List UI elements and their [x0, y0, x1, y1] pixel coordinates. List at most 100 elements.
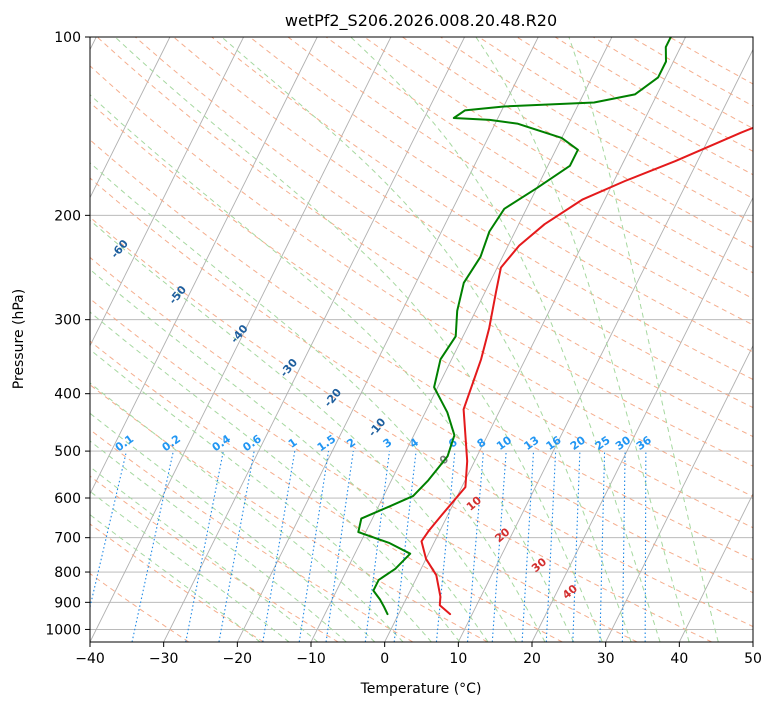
dewpoint-profile-line: [357, 37, 672, 616]
mixing-ratio-line: [262, 451, 296, 642]
dry-adiabat-label: -10: [366, 415, 389, 439]
background-lines: [90, 37, 753, 642]
x-tick-label: −20: [223, 651, 253, 667]
x-tick-label: −30: [149, 651, 179, 667]
moist-adiabat: [90, 466, 319, 642]
isotherm-gridline: [752, 640, 753, 642]
y-tick-label: 500: [54, 444, 81, 460]
isotherm-gridline: [605, 344, 753, 642]
y-tick-label: 800: [54, 565, 81, 581]
dry-adiabat: [90, 101, 753, 529]
dry-adiabat-label: -20: [322, 386, 345, 410]
mixing-ratio-line: [491, 451, 507, 642]
dry-adiabat: [669, 37, 753, 85]
temperature-profile-line: [420, 126, 753, 616]
isotherm-gridline: [90, 37, 392, 642]
moist-adiabat: [90, 162, 546, 642]
isotherm-gridline: [90, 37, 171, 199]
plot-area: 0.10.20.40.611.52346810131620253036-100-…: [2, 37, 753, 642]
mixing-ratio-label: 1: [286, 436, 300, 451]
x-tick-label: 10: [449, 651, 467, 667]
dry-adiabat-label: -50: [166, 283, 189, 307]
dry-adiabat: [402, 37, 753, 249]
moist-adiabat: [568, 37, 719, 642]
y-axis: 1000 900 800 700 600 500 400 300 200 100: [45, 30, 90, 638]
chart-title: wetPf2_S206.2026.008.20.48.R20: [285, 11, 557, 31]
mixing-ratio-line: [393, 451, 417, 642]
mixing-ratio-line: [185, 450, 224, 642]
dry-adiabat: [592, 37, 753, 130]
dry-adiabat: [134, 37, 753, 438]
y-axis-label: Pressure (hPa): [11, 289, 27, 389]
dry-adiabat: [90, 256, 712, 642]
moist-adiabat: [114, 37, 603, 642]
dry-adiabat: [90, 65, 753, 498]
x-axis-label: Temperature (°C): [360, 681, 482, 697]
x-tick-label: 30: [597, 651, 615, 667]
mixing-ratio-line: [435, 451, 456, 642]
dry-adiabat: [90, 340, 563, 642]
isotherm-gridline: [531, 196, 753, 642]
dry-adiabat: [478, 37, 753, 199]
dry-adiabat: [90, 298, 638, 642]
isotherm-gridline: [236, 37, 539, 642]
moist-adiabat: [90, 219, 517, 642]
dry-adiabat: [554, 37, 753, 152]
isotherm-gridline: [90, 37, 318, 495]
mixing-ratio-line: [131, 450, 174, 642]
x-tick-label: 50: [744, 651, 762, 667]
y-tick-label: 600: [54, 491, 81, 507]
moist-adiabat: [90, 412, 376, 642]
dry-adiabat: [173, 37, 753, 409]
mixing-ratio-line: [599, 451, 606, 642]
mixing-ratio-line: [364, 451, 391, 642]
x-tick-label: −10: [296, 651, 326, 667]
x-axis: −40 −30 −20 −10 0 10 20 30 40 50: [75, 642, 762, 667]
y-tick-label: 200: [54, 208, 81, 224]
isotherm-gridline: [163, 37, 465, 642]
dry-adiabat: [90, 139, 753, 561]
mixing-ratio-line: [298, 451, 330, 642]
y-tick-label: 300: [54, 313, 81, 329]
plot-frame: [89, 36, 754, 643]
mixing-ratio-line: [545, 451, 557, 642]
dry-adiabat: [364, 37, 753, 274]
moist-adiabat: [90, 514, 261, 642]
mixing-ratio-line: [572, 451, 581, 642]
x-tick-label: 20: [523, 651, 541, 667]
mixing-ratio-label: 3: [381, 436, 395, 451]
moist-adiabat: [350, 37, 661, 642]
mixing-ratio-line: [218, 451, 255, 642]
y-tick-label: 700: [54, 531, 81, 547]
mixing-ratio-line: [325, 451, 354, 642]
isotherm-gridline: [457, 48, 753, 642]
y-tick-label: 1000: [45, 622, 81, 638]
dry-adiabat: [90, 429, 414, 642]
dry-adiabat-label: -60: [108, 237, 131, 261]
y-tick-label: 100: [54, 30, 81, 46]
moist-adiabat: [90, 440, 347, 642]
mixing-ratio-label: 20: [568, 433, 588, 453]
moist-adiabat: [90, 348, 432, 642]
y-tick-label: 900: [54, 595, 81, 611]
dry-adiabat: [287, 37, 753, 326]
moist-adiabat-label: 20: [492, 525, 512, 545]
mixing-ratio-label: 25: [593, 434, 613, 453]
mixing-ratio-line: [621, 451, 626, 642]
moist-adiabat: [221, 37, 632, 642]
moist-adiabat: [90, 94, 575, 642]
isotherm-gridline: [678, 492, 753, 642]
moist-adiabat: [90, 311, 461, 642]
dry-adiabat-label: -30: [277, 356, 300, 380]
series-layer: [357, 37, 753, 616]
moist-adiabat-label: 40: [560, 582, 580, 602]
isotherm-gridline: [90, 37, 244, 347]
moist-adiabat-label: 10: [464, 493, 484, 513]
x-tick-label: −40: [75, 651, 105, 667]
dry-adiabat: [90, 523, 264, 642]
dry-adiabat-label: -80: [38, 127, 61, 151]
mixing-ratio-line: [644, 451, 647, 642]
dry-adiabat-label: -90: [2, 80, 25, 104]
dry-adiabat-label: -70: [66, 174, 89, 198]
